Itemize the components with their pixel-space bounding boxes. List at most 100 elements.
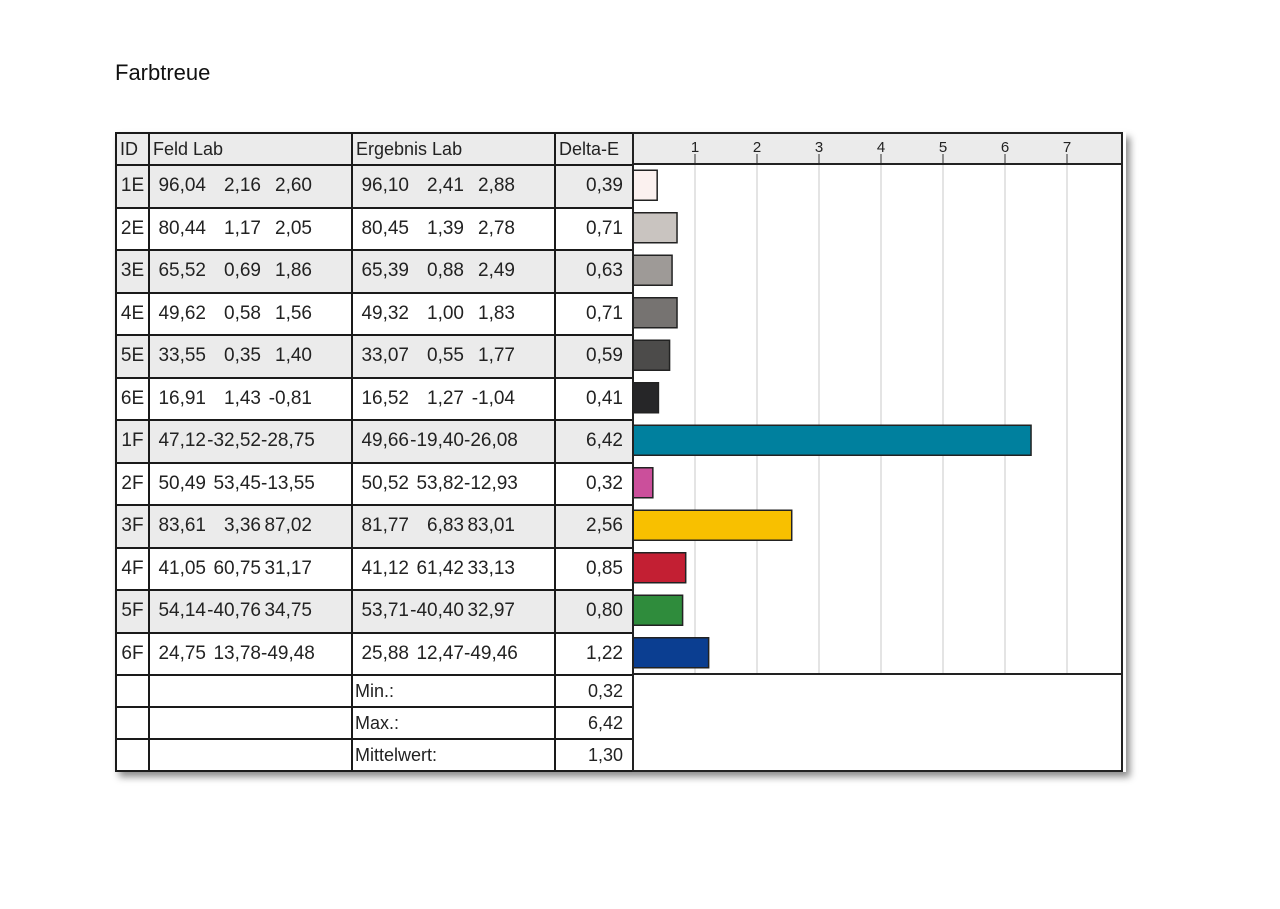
bar-3E (632, 254, 673, 286)
feld-lab-cell: 80,44 1,17 2,05 (148, 206, 353, 251)
lab-a-value: 1,17 (224, 217, 261, 239)
lab-b-value: 1,56 (275, 302, 312, 324)
bar-3F (632, 509, 793, 541)
delta-e-value: 1,22 (554, 631, 635, 676)
lab-l-value: 50,49 (158, 472, 206, 494)
ergebnis-lab-cell: 49,66 -19,40 -26,08 (351, 419, 556, 464)
lab-l-value: 96,10 (361, 175, 409, 197)
bar-2E (632, 212, 678, 244)
delta-e-value: 0,71 (554, 291, 635, 336)
stat-row: Mittelwert: 1,30 (115, 738, 635, 772)
x-tick-label: 2 (753, 139, 761, 156)
lab-b-value: -0,81 (268, 387, 312, 409)
lab-a-value: -32,52 (207, 430, 261, 452)
ergebnis-lab-cell: 33,07 0,55 1,77 (351, 334, 556, 379)
ergebnis-lab-cell: 16,52 1,27 -1,04 (351, 376, 556, 421)
x-tick-label: 5 (939, 139, 947, 156)
lab-a-value: 61,42 (416, 557, 464, 579)
lab-l-value: 83,61 (158, 515, 206, 537)
lab-a-value: 1,39 (427, 217, 464, 239)
row-id: 6F (115, 631, 150, 676)
row-id: 1E (115, 164, 150, 209)
page-title: Farbtreue (115, 60, 211, 85)
bar-5F (632, 594, 684, 626)
feld-lab-cell: 41,05 60,75 31,17 (148, 546, 353, 591)
row-id: 3F (115, 504, 150, 549)
delta-e-value: 6,42 (554, 419, 635, 464)
ergebnis-lab-cell: 25,88 12,47 -49,46 (351, 631, 556, 676)
lab-b-value: -12,93 (464, 472, 518, 494)
lab-a-value: -40,76 (207, 600, 261, 622)
ergebnis-lab-cell: 81,77 6,83 83,01 (351, 504, 556, 549)
bar-1F (632, 424, 1032, 456)
row-id: 4E (115, 291, 150, 336)
ergebnis-lab-cell: 53,71 -40,40 32,97 (351, 589, 556, 634)
lab-l-value: 49,62 (158, 302, 206, 324)
feld-lab-cell: 24,75 13,78 -49,48 (148, 631, 353, 676)
header-delta-e: Delta-E (554, 132, 635, 166)
ergebnis-lab-cell: 96,10 2,41 2,88 (351, 164, 556, 209)
lab-a-value: 0,58 (224, 302, 261, 324)
header-ergebnis-lab: Ergebnis Lab (351, 132, 556, 166)
stat-value: 1,30 (554, 738, 635, 772)
lab-b-value: -1,04 (471, 387, 515, 409)
delta-e-value: 0,32 (554, 461, 635, 506)
x-tick-label: 7 (1063, 139, 1071, 156)
lab-b-value: 32,97 (467, 600, 515, 622)
lab-l-value: 41,12 (361, 557, 409, 579)
bar-6F (632, 637, 710, 669)
header-id: ID (115, 132, 150, 166)
lab-a-value: 6,83 (427, 515, 464, 537)
lab-a-value: -40,40 (410, 600, 464, 622)
row-id: 5F (115, 589, 150, 634)
delta-e-value: 0,71 (554, 206, 635, 251)
lab-b-value: 1,40 (275, 345, 312, 367)
delta-e-value: 0,41 (554, 376, 635, 421)
empty-cell (115, 738, 150, 772)
stat-label: Max.: (351, 706, 556, 740)
lab-l-value: 33,55 (158, 345, 206, 367)
empty-cell (148, 674, 353, 708)
lab-l-value: 16,52 (361, 387, 409, 409)
chart-plot-background (632, 164, 1123, 772)
table-row: 2E 80,44 1,17 2,05 80,45 1,39 2,78 0,71 (115, 206, 635, 251)
table-header-row: ID Feld Lab Ergebnis Lab Delta-E (115, 132, 635, 166)
lab-l-value: 65,52 (158, 260, 206, 282)
lab-b-value: 34,75 (264, 600, 312, 622)
delta-e-value: 0,85 (554, 546, 635, 591)
lab-b-value: 2,60 (275, 175, 312, 197)
feld-lab-cell: 16,91 1,43 -0,81 (148, 376, 353, 421)
lab-l-value: 65,39 (361, 260, 409, 282)
x-tick-label: 1 (691, 139, 699, 156)
lab-b-value: -26,08 (464, 430, 518, 452)
table-row: 2F 50,49 53,45 -13,55 50,52 53,82 -12,93 0,32 (115, 461, 635, 506)
x-tick-label: 3 (815, 139, 823, 156)
lab-b-value: 87,02 (264, 515, 312, 537)
color-accuracy-report: ID Feld Lab Ergebnis Lab Delta-E 1E 96,04… (115, 132, 1126, 772)
row-id: 6E (115, 376, 150, 421)
table-row: 5F 54,14 -40,76 34,75 53,71 -40,40 32,97 0,80 (115, 589, 635, 634)
table-row: 5E 33,55 0,35 1,40 33,07 0,55 1,77 0,59 (115, 334, 635, 379)
lab-a-value: 3,36 (224, 515, 261, 537)
delta-e-table: ID Feld Lab Ergebnis Lab Delta-E 1E 96,04… (115, 132, 635, 772)
lab-b-value: -13,55 (261, 472, 315, 494)
table-row: 3F 83,61 3,36 87,02 81,77 6,83 83,01 2,56 (115, 504, 635, 549)
delta-e-value: 0,59 (554, 334, 635, 379)
lab-a-value: 60,75 (213, 557, 261, 579)
delta-e-value: 2,56 (554, 504, 635, 549)
lab-b-value: 83,01 (467, 515, 515, 537)
lab-l-value: 81,77 (361, 515, 409, 537)
row-id: 3E (115, 249, 150, 294)
lab-l-value: 53,71 (361, 600, 409, 622)
bar-4E (632, 297, 678, 329)
stat-row: Min.: 0,32 (115, 674, 635, 708)
row-id: 2F (115, 461, 150, 506)
ergebnis-lab-cell: 65,39 0,88 2,49 (351, 249, 556, 294)
chart-header-band (632, 132, 1123, 164)
table-row: 4F 41,05 60,75 31,17 41,12 61,42 33,13 0,85 (115, 546, 635, 591)
lab-b-value: 1,86 (275, 260, 312, 282)
row-id: 2E (115, 206, 150, 251)
lab-l-value: 25,88 (361, 642, 409, 664)
delta-e-bar-chart: 1 2 3 4 5 6 7 (632, 132, 1123, 772)
lab-l-value: 49,66 (361, 430, 409, 452)
